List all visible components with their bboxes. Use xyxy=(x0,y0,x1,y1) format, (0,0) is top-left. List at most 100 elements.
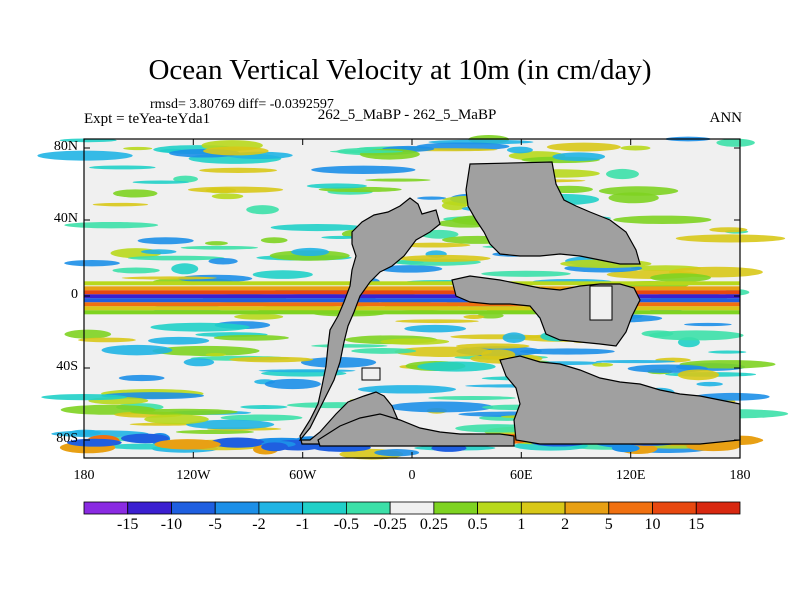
field-streak xyxy=(173,175,198,183)
field-streak xyxy=(613,215,712,225)
field-streak xyxy=(264,378,321,390)
field-streak xyxy=(211,193,244,200)
field-streak xyxy=(648,330,744,341)
field-streak xyxy=(260,237,288,244)
lat-label: 40S xyxy=(56,359,78,374)
field-streak xyxy=(177,274,253,283)
field-streak xyxy=(598,186,679,196)
lake xyxy=(361,367,381,381)
field-streak xyxy=(137,237,194,245)
colorbar-label: -0.5 xyxy=(333,516,360,533)
field-streak xyxy=(677,369,720,381)
equator-band xyxy=(84,290,740,295)
field-streak xyxy=(112,189,158,198)
lat-label: 40N xyxy=(53,211,78,226)
map-frame xyxy=(83,138,741,459)
field-streak xyxy=(150,322,250,332)
experiment-label: Expt = teYea-teYda1 xyxy=(84,111,211,127)
field-streak xyxy=(129,408,238,416)
field-streak xyxy=(121,276,217,280)
field-streak xyxy=(204,241,228,246)
field-streak xyxy=(118,374,165,382)
field-streak xyxy=(696,381,723,387)
field-streak xyxy=(291,247,330,257)
field-streak xyxy=(321,235,359,239)
field-streak xyxy=(240,405,288,410)
field-streak xyxy=(229,356,314,363)
field-streak xyxy=(357,385,456,394)
equator-band xyxy=(84,286,740,291)
field-streak xyxy=(258,369,356,373)
field-streak xyxy=(395,319,479,324)
lon-label: 60W xyxy=(289,468,317,483)
colorbar-label: -5 xyxy=(208,516,222,533)
field-streak xyxy=(605,168,639,180)
field-streak xyxy=(64,221,159,229)
field-streak xyxy=(92,202,149,207)
field-streak xyxy=(132,180,189,184)
field-streak xyxy=(675,234,786,243)
field-streak xyxy=(252,270,313,279)
field-streak xyxy=(365,178,431,182)
equator-band xyxy=(84,302,740,307)
equator-band xyxy=(84,281,740,286)
field-streak xyxy=(101,344,173,356)
field-streak xyxy=(329,150,404,154)
colorbar-swatch xyxy=(477,501,522,515)
field-streak xyxy=(210,437,265,448)
colorbar-swatch xyxy=(564,501,610,515)
field-streak xyxy=(205,353,227,357)
lon-label: 180 xyxy=(729,468,751,483)
field-streak xyxy=(716,138,755,147)
field-streak xyxy=(592,362,614,367)
colorbar-swatch xyxy=(345,501,391,515)
field-streak xyxy=(377,265,443,273)
colorbar-label: 0.25 xyxy=(419,516,448,533)
colorbar-swatch xyxy=(127,501,172,515)
field-streak xyxy=(180,245,259,250)
field-streak xyxy=(186,419,275,430)
field-streak xyxy=(351,348,417,354)
field-streak xyxy=(546,142,621,152)
field-streak xyxy=(208,257,238,265)
colorbar-swatch xyxy=(389,501,435,515)
land-mass xyxy=(298,197,441,445)
field-streak xyxy=(148,336,210,345)
colorbar-label: -15 xyxy=(117,516,139,533)
field-streak xyxy=(608,192,659,204)
colorbar-swatch xyxy=(433,501,479,515)
equator-band xyxy=(84,306,740,311)
field-streak xyxy=(187,186,284,193)
field-streak xyxy=(395,242,471,248)
field-streak xyxy=(456,343,530,349)
lat-label: 80S xyxy=(56,431,78,446)
equator-band xyxy=(84,310,740,315)
field-streak xyxy=(89,165,156,170)
field-streak xyxy=(611,444,640,453)
field-streak xyxy=(123,146,153,151)
field-streak xyxy=(183,358,215,367)
colorbar-swatch xyxy=(608,501,653,515)
colorbar-label: -2 xyxy=(252,516,266,533)
colorbar-label: 5 xyxy=(604,516,613,533)
colorbar-label: 0.5 xyxy=(467,516,488,533)
inland-sea xyxy=(589,285,613,321)
field-streak xyxy=(506,146,533,154)
colorbar-label: -1 xyxy=(295,516,310,533)
field-streak xyxy=(270,223,364,232)
field-streak xyxy=(261,442,288,452)
land-masses xyxy=(298,161,741,447)
colorbar-swatch xyxy=(520,501,566,515)
colorbar-swatch xyxy=(302,501,347,515)
field-streak xyxy=(679,360,776,369)
field-streak xyxy=(306,183,367,189)
field-streak xyxy=(175,429,254,434)
colorbar-swatch xyxy=(171,501,216,515)
field-streak xyxy=(203,146,269,156)
field-streak xyxy=(417,361,496,372)
field-streak xyxy=(502,332,526,343)
lon-label: 0 xyxy=(408,468,416,483)
lon-label: 120E xyxy=(615,468,646,483)
case-label: 262_5_MaBP - 262_5_MaBP xyxy=(317,107,497,123)
